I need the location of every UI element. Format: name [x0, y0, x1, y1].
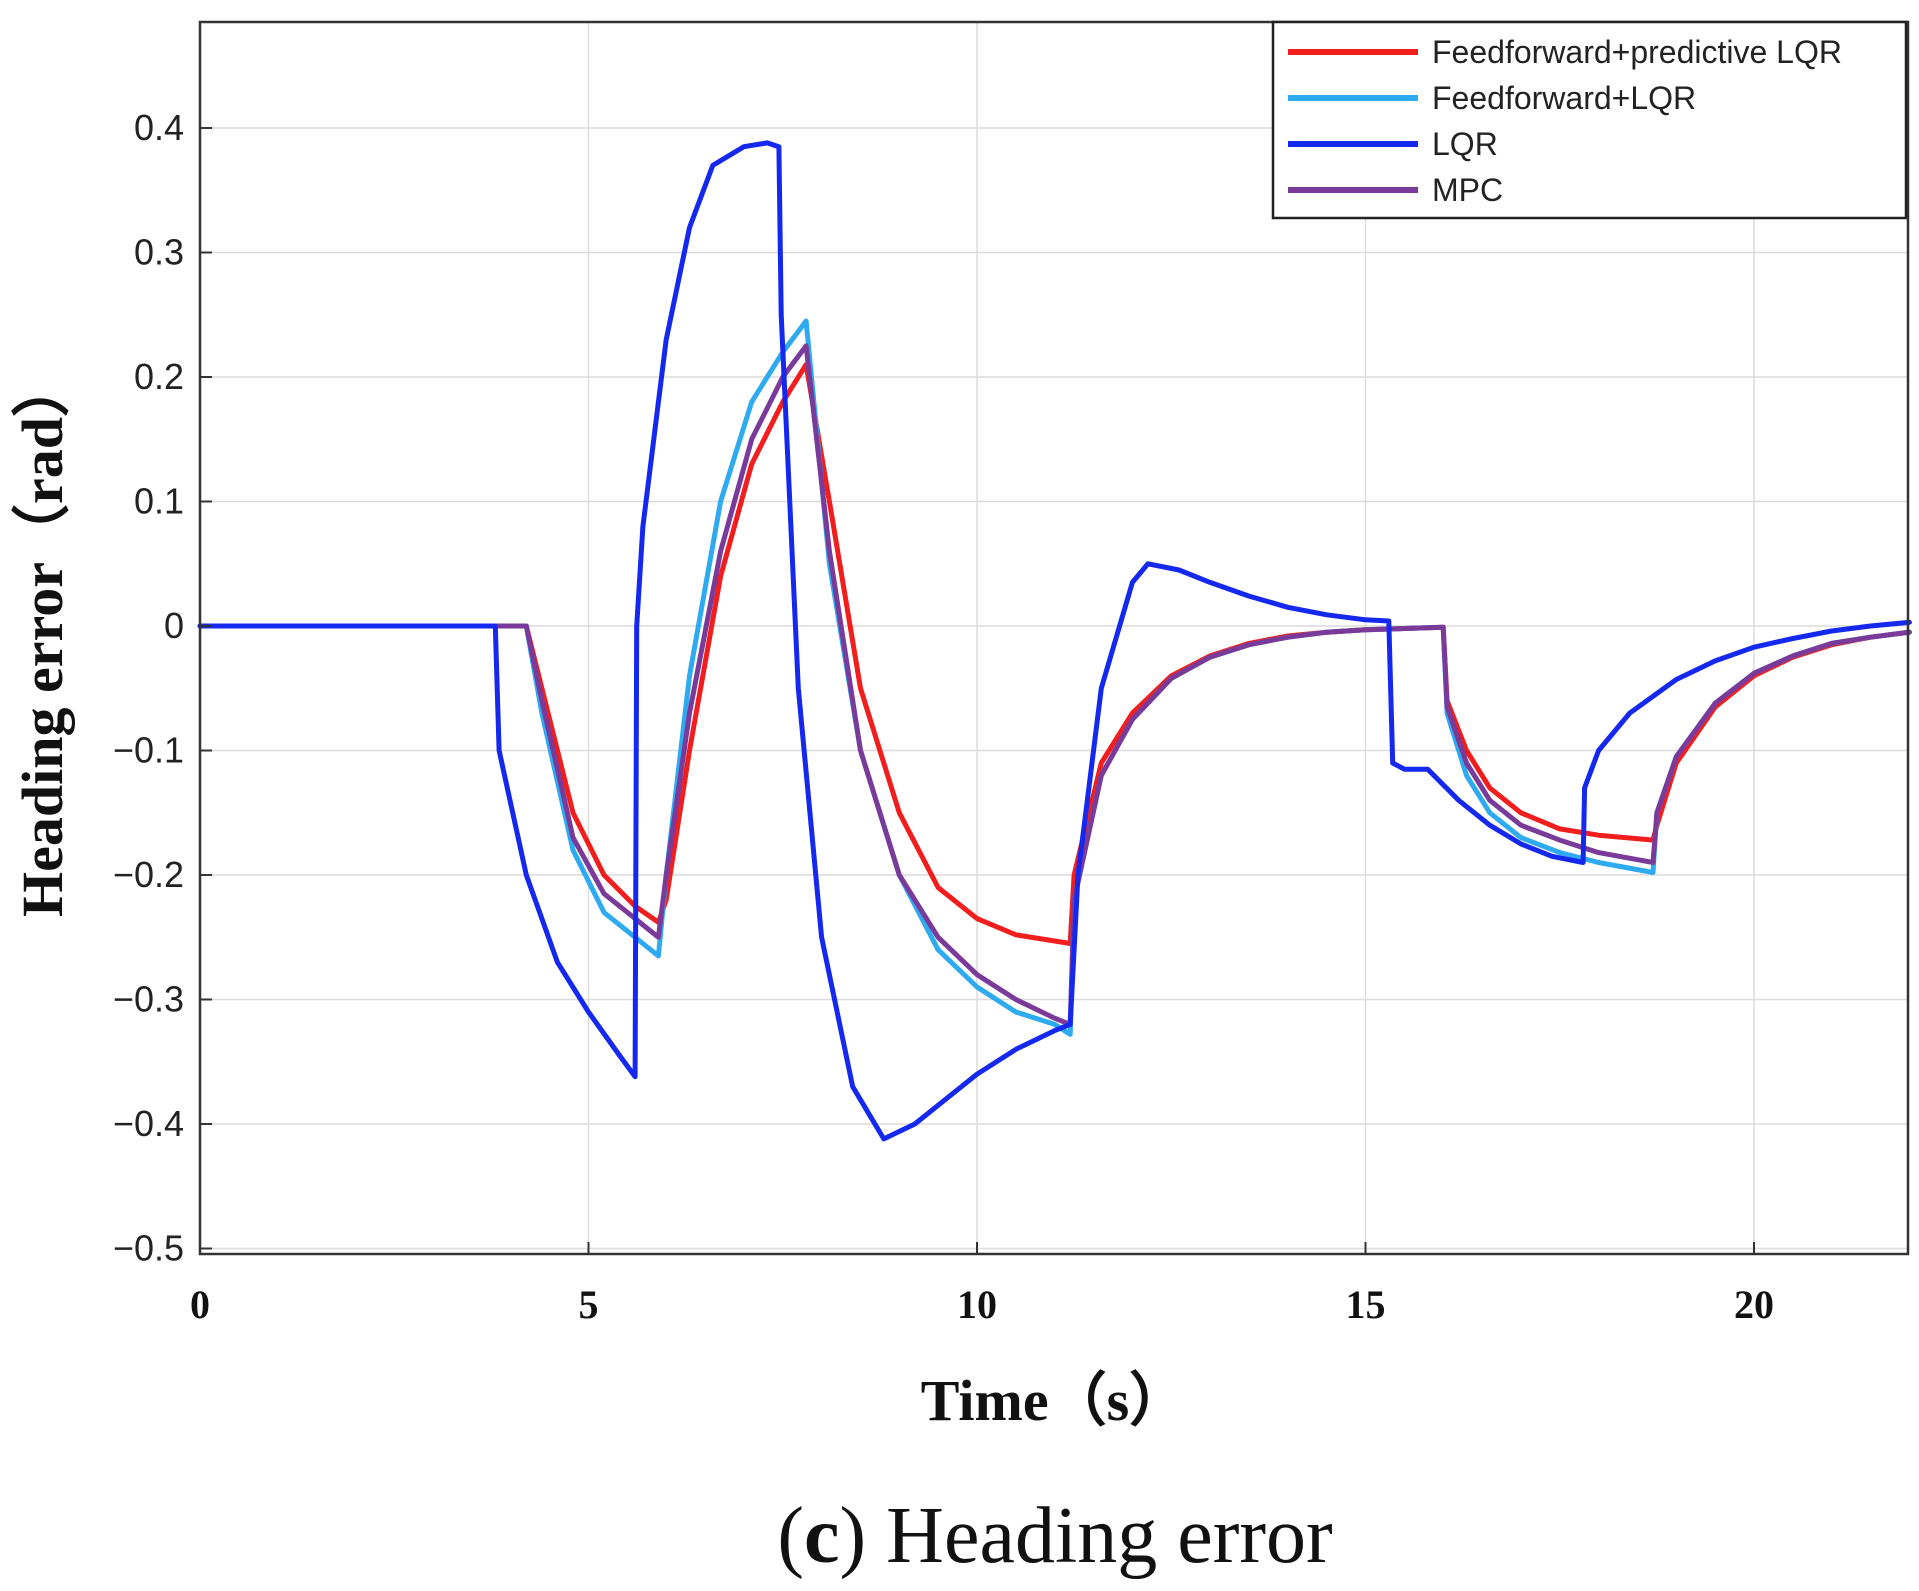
legend: Feedforward+predictive LQR Feedforward+LQ…	[1271, 20, 1908, 220]
y-tick-label: 0.4	[134, 107, 184, 148]
x-tick-label: 20	[1734, 1282, 1774, 1327]
y-tick-label: 0	[164, 605, 184, 646]
caption-text: Heading error	[886, 1492, 1332, 1580]
x-axis-label: Time（s）	[921, 1368, 1187, 1433]
series-line-1	[197, 318, 1912, 1037]
y-tick-label: −0.1	[113, 730, 184, 771]
y-tick-label: −0.2	[113, 854, 184, 895]
legend-label: MPC	[1432, 172, 1503, 208]
plot-frame	[198, 20, 1910, 1256]
ticks: 0 5 10 15 20 0.4 0.3 0.2 0.1 0 −0.1 −0.2 −0.3 −0.4 −0.…	[113, 107, 1774, 1327]
x-tick-label: 10	[957, 1282, 997, 1327]
caption-letter: c	[804, 1492, 840, 1580]
grid	[200, 22, 1908, 1254]
series-line-3	[197, 343, 1912, 1027]
y-tick-label: 0.2	[134, 356, 184, 397]
y-tick-label: 0.3	[134, 232, 184, 273]
series-lines	[197, 140, 1912, 1142]
x-tick-label: 15	[1346, 1282, 1386, 1327]
y-axis-label: Heading error（rad）	[10, 359, 75, 917]
y-tick-label: 0.1	[134, 481, 184, 522]
y-tick-label: −0.4	[113, 1103, 184, 1144]
y-tick-label: −0.5	[113, 1228, 184, 1269]
legend-label: Feedforward+predictive LQR	[1432, 34, 1842, 70]
x-tick-label: 5	[579, 1282, 599, 1327]
figure-caption: (c) Heading error	[777, 1492, 1332, 1580]
legend-label: Feedforward+LQR	[1432, 80, 1696, 116]
series-line-2	[197, 140, 1912, 1142]
legend-label: LQR	[1432, 126, 1498, 162]
y-tick-label: −0.3	[113, 979, 184, 1020]
x-tick-label: 0	[190, 1282, 210, 1327]
